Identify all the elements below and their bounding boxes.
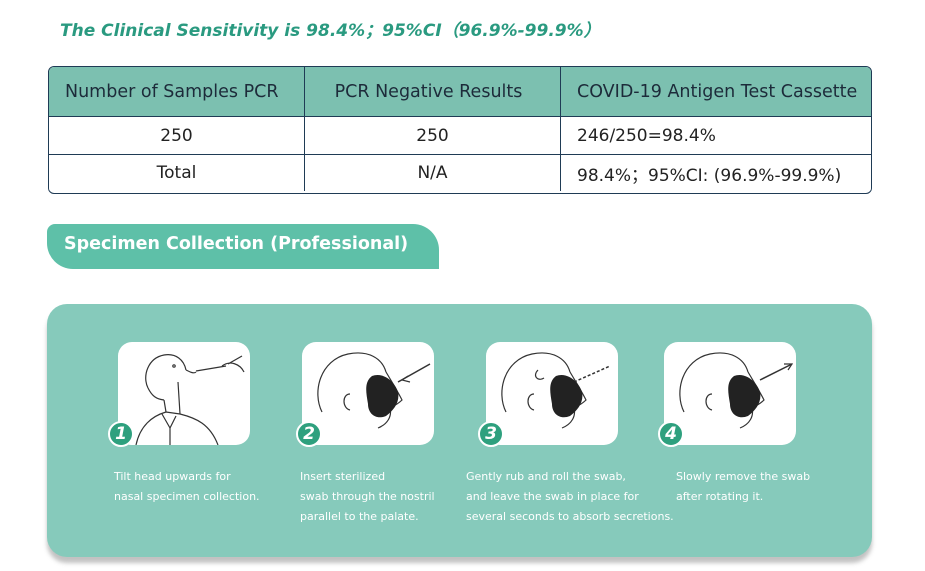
step-number-badge: 1 bbox=[108, 421, 134, 447]
sensitivity-table: Number of Samples PCR PCR Negative Resul… bbox=[48, 66, 872, 194]
step-text-line: nasal specimen collection. bbox=[114, 490, 260, 503]
clinical-sensitivity-headline: The Clinical Sensitivity is 98.4%；95%CI（… bbox=[60, 21, 601, 41]
column-header: Number of Samples PCR bbox=[49, 67, 305, 116]
step-number-badge: 2 bbox=[296, 421, 322, 447]
table-row: 250 250 246/250=98.4% bbox=[49, 117, 871, 154]
step-text-line: Tilt head upwards for bbox=[114, 470, 231, 483]
step-2-illustration bbox=[302, 342, 434, 445]
specimen-steps-panel: 1 Tilt head upwards for nasal specimen c… bbox=[47, 304, 872, 557]
table-cell: 250 bbox=[49, 117, 305, 154]
table-header-row: Number of Samples PCR PCR Negative Resul… bbox=[49, 67, 871, 117]
table-cell: 250 bbox=[305, 117, 561, 154]
step-text-line: Insert sterilized bbox=[300, 470, 386, 483]
table-cell: 246/250=98.4% bbox=[577, 125, 716, 146]
column-header: COVID-19 Antigen Test Cassette bbox=[577, 81, 858, 102]
step-text-line: swab through the nostril bbox=[300, 490, 435, 503]
swab-rotate-nostril-icon bbox=[501, 352, 611, 429]
step-3-illustration bbox=[486, 342, 618, 445]
section-title: Specimen Collection (Professional) bbox=[64, 234, 409, 254]
step-text-line: Slowly remove the swab bbox=[676, 470, 811, 483]
table-cell: 98.4%；95%CI: (96.9%-99.9%) bbox=[577, 165, 842, 186]
step-text-line: Gently rub and roll the swab, bbox=[466, 470, 626, 483]
step-text-line: and leave the swab in place for bbox=[466, 490, 639, 503]
swab-remove-icon bbox=[679, 352, 794, 429]
table-cell: Total bbox=[49, 155, 305, 191]
step-number-badge: 4 bbox=[658, 421, 684, 447]
table-cell: N/A bbox=[305, 155, 561, 191]
step-text-line: parallel to the palate. bbox=[300, 510, 419, 523]
step-3-instructions: Gently rub and roll the swab, and leave … bbox=[466, 467, 674, 527]
step-text-line: after rotating it. bbox=[676, 490, 764, 503]
step-4-instructions: Slowly remove the swab after rotating it… bbox=[676, 467, 810, 507]
step-2-instructions: Insert sterilized swab through the nostr… bbox=[300, 467, 435, 527]
table-row: Total N/A 98.4%；95%CI: (96.9%-99.9%) bbox=[49, 154, 871, 191]
step-1-instructions: Tilt head upwards for nasal specimen col… bbox=[114, 467, 260, 507]
section-title-tab: Specimen Collection (Professional) bbox=[47, 224, 439, 269]
step-number-badge: 3 bbox=[478, 421, 504, 447]
step-1-illustration bbox=[118, 342, 250, 445]
person-head-tilted-icon bbox=[135, 354, 245, 445]
step-text-line: several seconds to absorb secretions. bbox=[466, 510, 674, 523]
column-header: PCR Negative Results bbox=[305, 67, 561, 116]
swab-insert-nostril-icon bbox=[317, 352, 431, 429]
step-4-illustration bbox=[664, 342, 796, 445]
